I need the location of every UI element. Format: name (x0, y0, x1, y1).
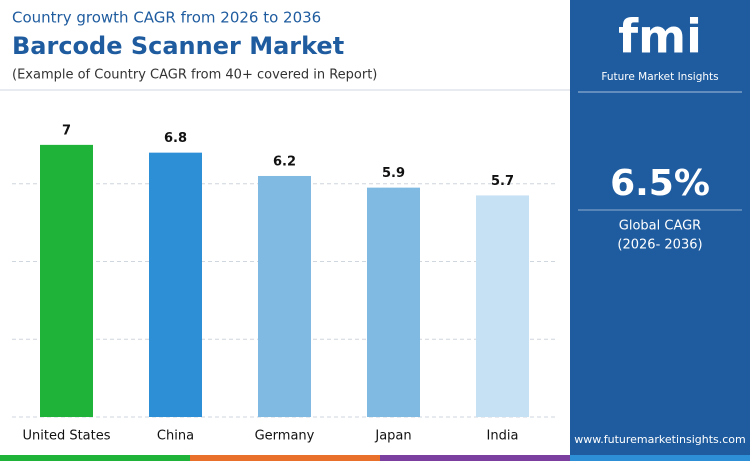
footer-strip (570, 455, 750, 461)
value-label: 5.9 (382, 166, 405, 181)
brand: Future Market Insights (601, 71, 718, 83)
value-label: 7 (62, 123, 71, 138)
metric: 6.5% (610, 163, 710, 204)
period: (2026- 2036) (617, 238, 702, 253)
bar (367, 187, 420, 417)
footer-strip (0, 455, 190, 461)
x-tick-label: Germany (255, 429, 315, 444)
x-tick-label: India (487, 429, 519, 444)
logo: fmi (618, 10, 702, 64)
sidebar (570, 0, 750, 461)
website: www.futuremarketinsights.com (574, 433, 746, 446)
bar (40, 144, 93, 417)
bar (258, 175, 311, 417)
metric-label: Global CAGR (619, 219, 701, 234)
footer-strip (190, 455, 380, 461)
bar (149, 152, 202, 417)
plot: United States 7 China 6.8 Germany 6.2 Japan 5.9… (12, 123, 557, 444)
supertitle: Country growth CAGR from 2026 to 2036 (12, 9, 321, 27)
value-label: 5.7 (491, 174, 514, 189)
value-label: 6.2 (273, 154, 296, 169)
footer-strip (380, 455, 570, 461)
x-tick-label: United States (22, 429, 110, 444)
chart-title: Barcode Scanner Market (12, 32, 344, 60)
x-tick-label: China (157, 429, 194, 444)
value-label: 6.8 (164, 131, 187, 146)
subtitle: (Example of Country CAGR from 40+ covere… (12, 68, 377, 83)
x-tick-label: Japan (374, 429, 411, 444)
bar (476, 195, 529, 417)
